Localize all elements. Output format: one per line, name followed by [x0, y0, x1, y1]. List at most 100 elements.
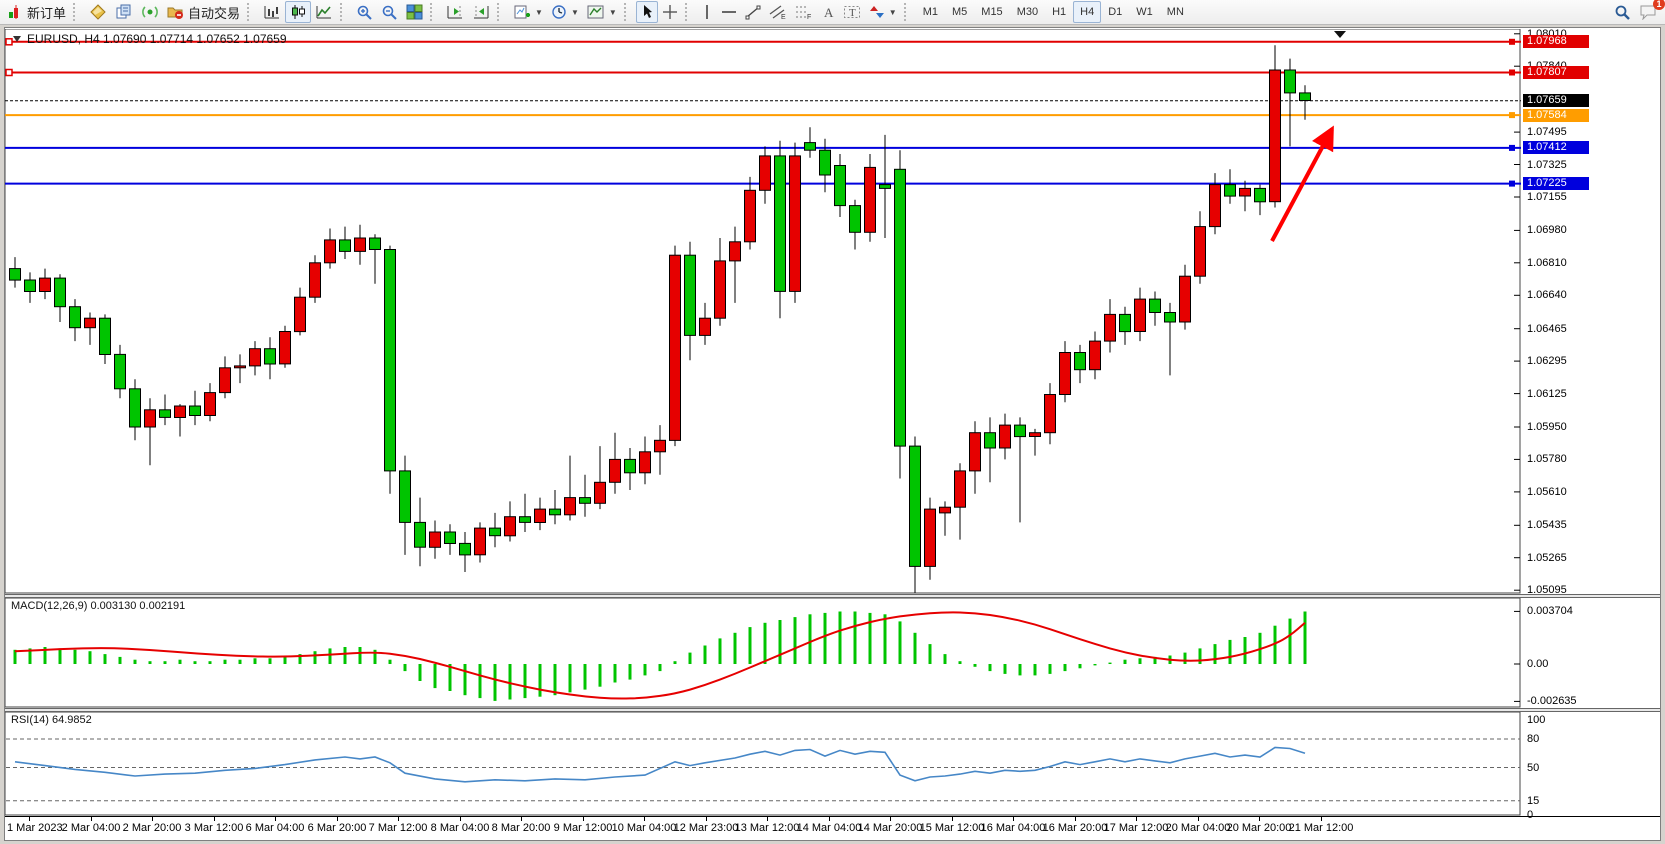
- chart-context-icon[interactable]: [13, 35, 22, 43]
- crosshair-button[interactable]: [658, 1, 682, 23]
- data-window-button[interactable]: [111, 1, 137, 23]
- auto-trading-button[interactable]: 自动交易: [163, 1, 244, 23]
- price-axis-tick: 1.05950: [1527, 421, 1567, 433]
- zoom-in-button[interactable]: [352, 1, 377, 23]
- arrows-dropdown-caret[interactable]: ▼: [888, 7, 897, 17]
- chart-window: EURUSD, H4 1.07690 1.07714 1.07652 1.076…: [4, 27, 1661, 841]
- candlestick: [279, 331, 291, 365]
- trendline-button[interactable]: [741, 1, 765, 23]
- fibonacci-button[interactable]: F: [791, 1, 817, 23]
- vertical-line-button[interactable]: [697, 1, 717, 23]
- candlestick: [834, 165, 846, 207]
- timeframe-H1-button[interactable]: H1: [1052, 6, 1067, 18]
- horizontal-price-line[interactable]: [5, 38, 1521, 46]
- candlestick: [39, 277, 51, 293]
- price-chart-pane[interactable]: [5, 29, 1521, 594]
- arrows-button[interactable]: ▼: [865, 1, 901, 23]
- candlestick: [819, 149, 831, 176]
- line-handle[interactable]: [1509, 69, 1515, 76]
- candlestick: [1089, 340, 1101, 371]
- horizontal-price-line[interactable]: [5, 144, 1521, 151]
- toolbar-separator: [340, 3, 349, 21]
- search-icon: [1614, 4, 1631, 20]
- macd-pane[interactable]: [5, 598, 1521, 708]
- search-button[interactable]: [1610, 1, 1635, 23]
- rsi-axis-tick: 100: [1527, 714, 1546, 726]
- candlestick: [1104, 313, 1116, 342]
- vertical-line-icon: [701, 4, 713, 20]
- timeframe-M30-button[interactable]: M30: [1016, 6, 1039, 18]
- candlestick-chart-canvas[interactable]: [5, 29, 1521, 594]
- arrow-annotation[interactable]: [1270, 125, 1334, 242]
- timeframe-M1-button[interactable]: M1: [922, 6, 938, 18]
- candlestick: [204, 392, 216, 417]
- candlestick: [354, 237, 366, 252]
- toolbar-separator: [247, 3, 256, 21]
- tile-windows-button[interactable]: [402, 1, 427, 23]
- auto-scroll-button[interactable]: [468, 1, 494, 23]
- candlestick: [1149, 298, 1161, 314]
- periods-clock-dropdown-caret[interactable]: ▼: [570, 7, 579, 17]
- line-handle[interactable]: [1509, 38, 1515, 45]
- template-dropdown-caret[interactable]: ▼: [608, 7, 617, 17]
- rsi-axis-tick: 50: [1527, 762, 1540, 774]
- candlestick: [399, 470, 411, 523]
- notification-badge[interactable]: 1: [1653, 0, 1665, 10]
- zoom-out-icon: [381, 4, 398, 20]
- timeframe-M15-button[interactable]: M15: [981, 6, 1003, 18]
- time-axis[interactable]: 1 Mar 2023 2 Mar 04:00 2 Mar 20:00 3 Mar 12…: [5, 816, 1660, 840]
- line-chart-button[interactable]: [311, 1, 337, 23]
- macd-signal-line: [14, 611, 1306, 700]
- text-label-button[interactable]: T: [839, 1, 865, 23]
- time-axis-label: 20 Mar 04:00: [1165, 822, 1231, 834]
- candlestick-chart-button[interactable]: [285, 1, 312, 23]
- candlestick: [999, 424, 1011, 449]
- time-axis-label: 8 Mar 20:00: [491, 822, 551, 834]
- periods-clock-button[interactable]: ▼: [547, 1, 583, 23]
- candlestick: [189, 405, 201, 416]
- line-handle[interactable]: [1509, 180, 1515, 187]
- text-button[interactable]: A: [817, 1, 839, 23]
- timeframe-W1-button[interactable]: W1: [1136, 6, 1153, 18]
- horizontal-price-line[interactable]: [5, 112, 1521, 119]
- candlestick: [759, 155, 771, 191]
- candlestick: [984, 432, 996, 449]
- bar-chart-button[interactable]: [259, 1, 285, 23]
- line-handle[interactable]: [1509, 112, 1515, 119]
- candlestick: [369, 237, 381, 250]
- horizontal-price-line[interactable]: [5, 68, 1521, 77]
- chart-title[interactable]: EURUSD, H4 1.07690 1.07714 1.07652 1.076…: [13, 32, 287, 46]
- timeframe-M5-button[interactable]: M5: [952, 6, 968, 18]
- bar-shift-marker[interactable]: [1334, 31, 1346, 38]
- timeframe-H4-button[interactable]: H4: [1073, 1, 1102, 23]
- indicators-add-button[interactable]: ▼: [509, 1, 547, 23]
- timeframe-MN-button[interactable]: MN: [1166, 6, 1184, 18]
- chat-button[interactable]: 1: [1635, 0, 1665, 23]
- line-handle[interactable]: [5, 38, 13, 46]
- market-watch-button[interactable]: [85, 1, 111, 23]
- new-order-button[interactable]: 新订单: [4, 1, 70, 23]
- indicators-add-dropdown-caret[interactable]: ▼: [535, 7, 543, 17]
- timeframe-D1-button[interactable]: D1: [1108, 6, 1123, 18]
- candlestick: [414, 521, 426, 548]
- time-axis-label: 6 Mar 20:00: [307, 822, 367, 834]
- macd-axis-tick: 0.003704: [1527, 605, 1573, 617]
- price-line-badge: 1.07807: [1523, 66, 1589, 79]
- horizontal-line-button[interactable]: [717, 1, 741, 23]
- template-button[interactable]: ▼: [583, 1, 621, 23]
- toolbar-separator: [497, 3, 506, 21]
- signal-button[interactable]: [137, 1, 163, 23]
- cursor-button[interactable]: [635, 1, 658, 23]
- candlestick: [84, 317, 96, 329]
- line-handle[interactable]: [5, 68, 13, 77]
- equidistant-channel-button[interactable]: E: [765, 1, 791, 23]
- zoom-out-button[interactable]: [377, 1, 402, 23]
- candlestick: [474, 527, 486, 556]
- rsi-pane[interactable]: [5, 712, 1521, 816]
- time-axis-label: 14 Mar 04:00: [796, 822, 862, 834]
- chart-shift-button[interactable]: [442, 1, 468, 23]
- time-axis-label: 15 Mar 12:00: [919, 822, 985, 834]
- line-handle[interactable]: [1509, 144, 1515, 151]
- time-axis-label: 14 Mar 20:00: [857, 822, 923, 834]
- candlestick: [699, 317, 711, 336]
